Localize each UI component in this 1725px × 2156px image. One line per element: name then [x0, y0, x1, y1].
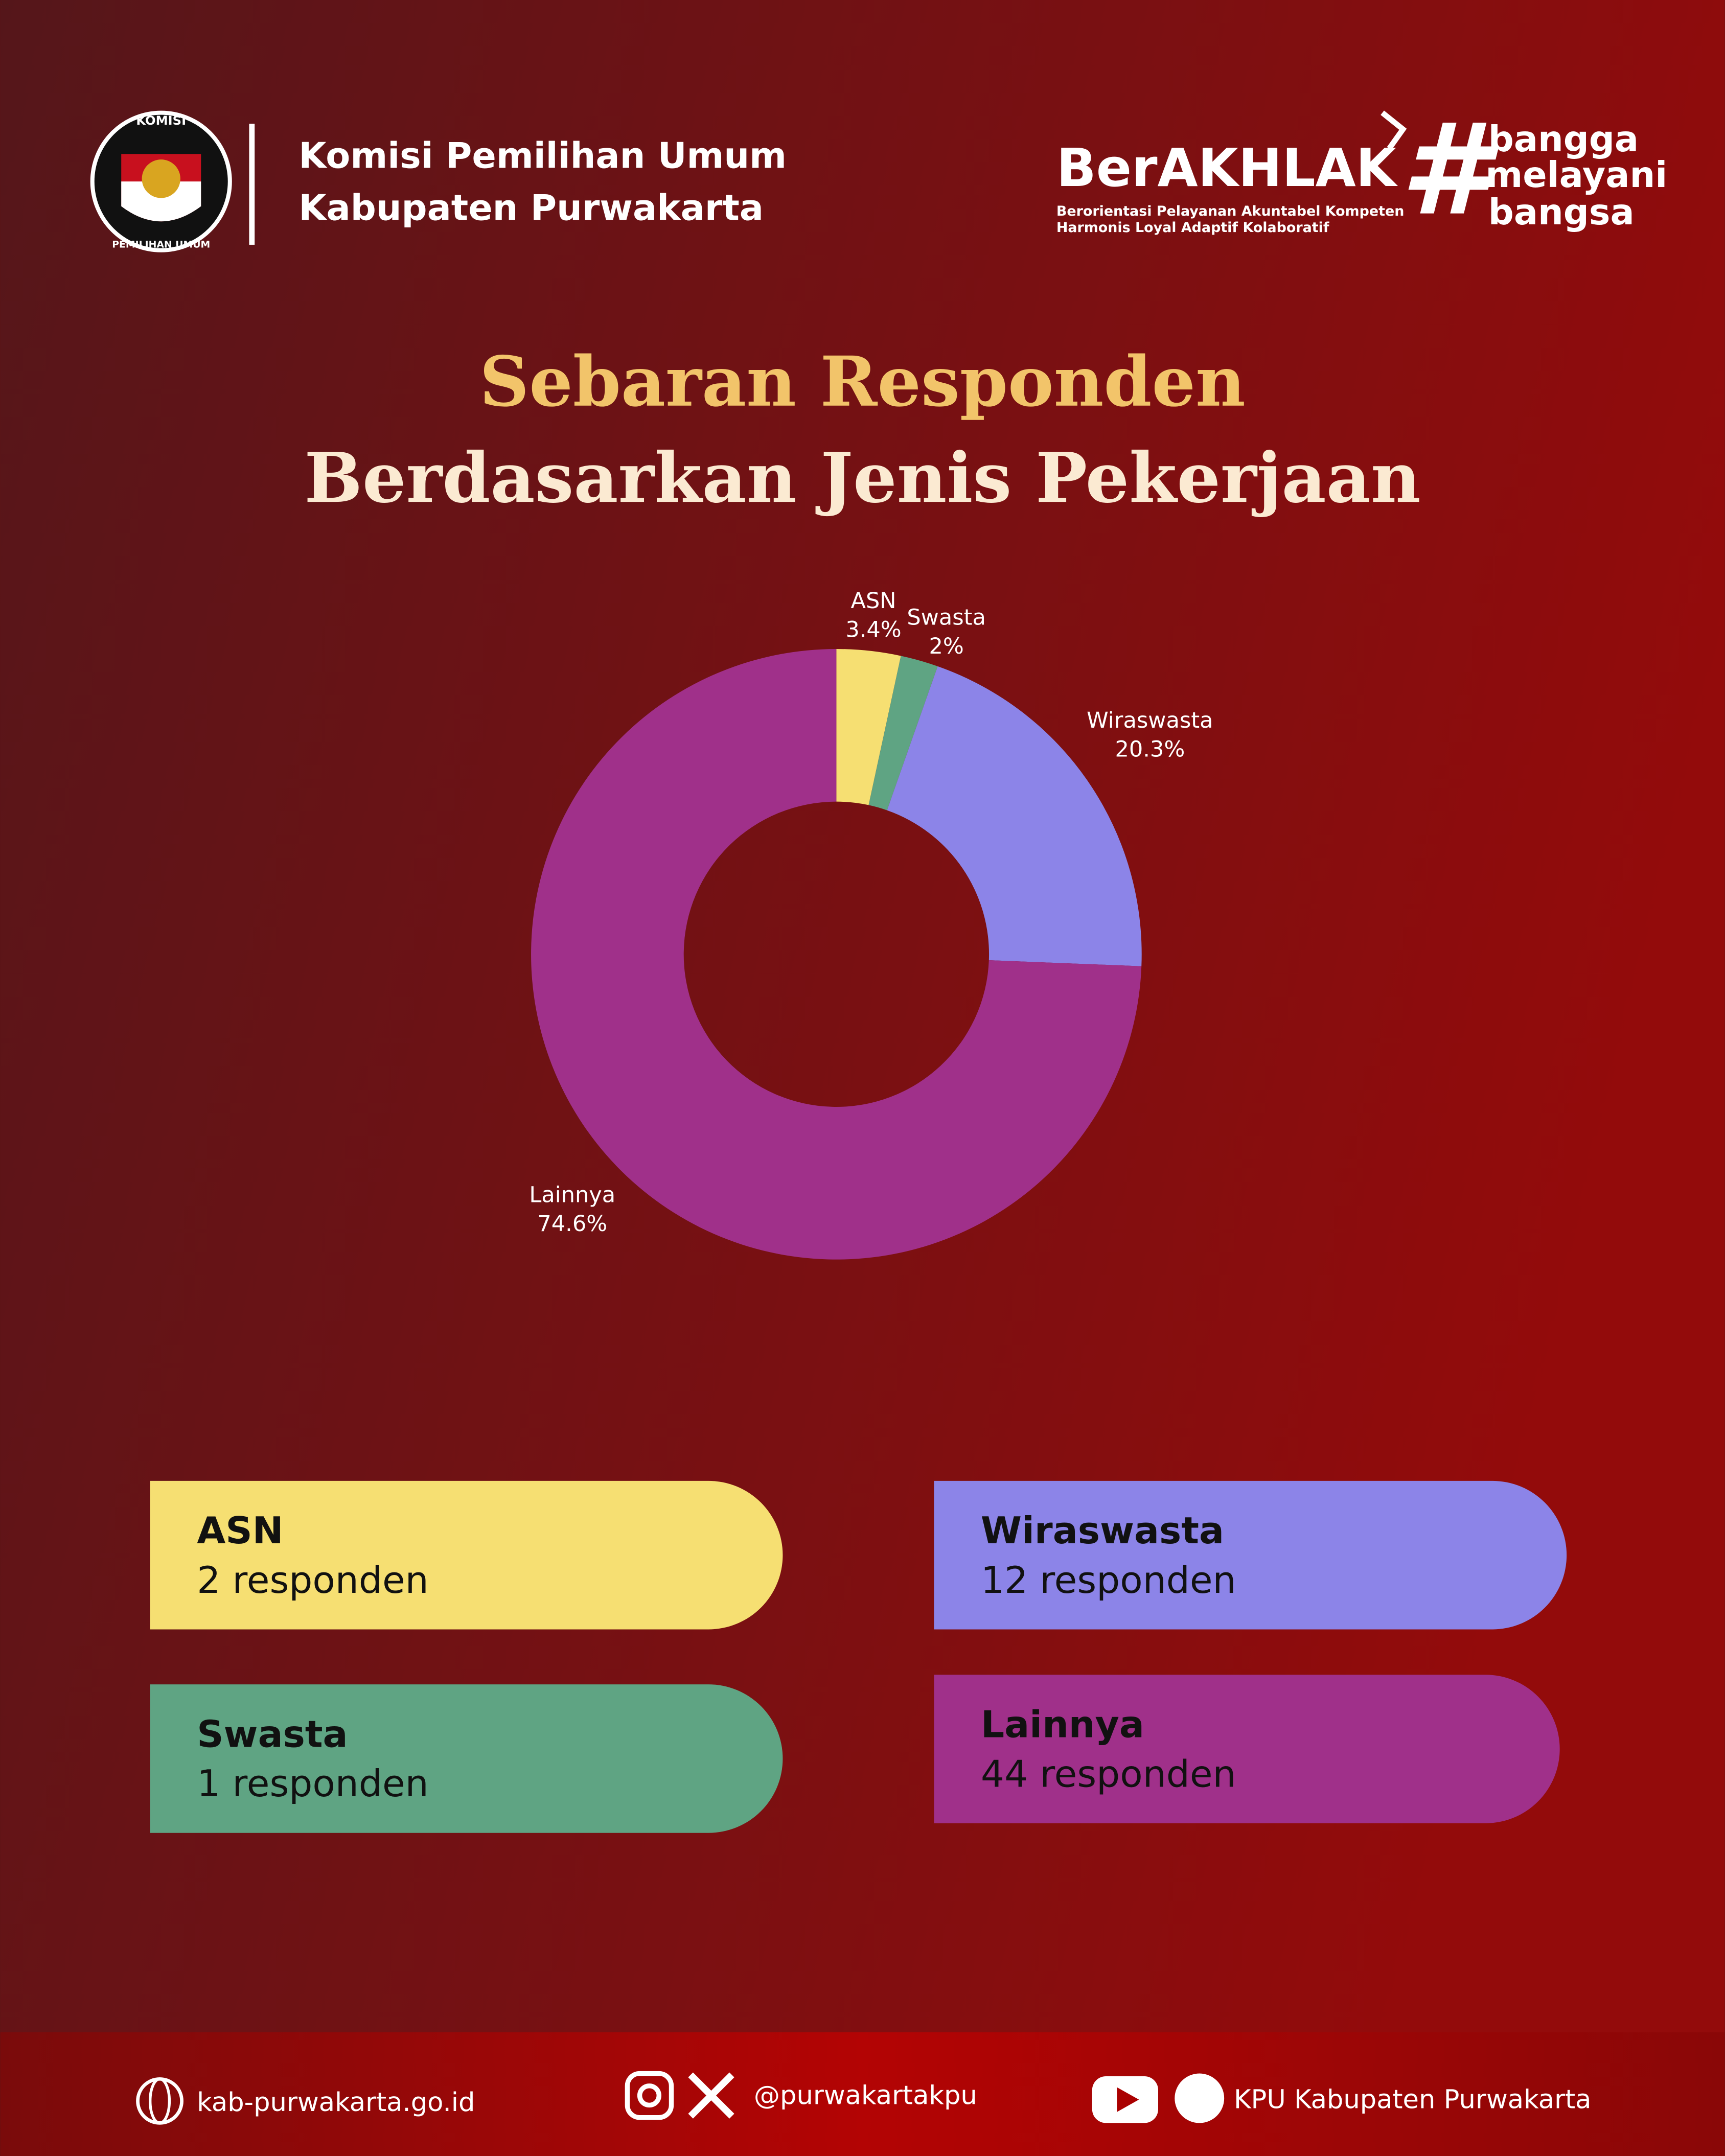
slice-label: Lainnya	[529, 1182, 615, 1208]
card-count: 2 responden	[197, 1559, 428, 1602]
slice-value: 2%	[929, 634, 963, 659]
slice-value: 3.4%	[845, 617, 901, 643]
logo	[90, 110, 232, 252]
slice-value: 20.3%	[1115, 737, 1185, 762]
chart-subtitle: Berdasarkan Jenis Pekerjaan	[304, 437, 1420, 518]
legend-card	[150, 1480, 783, 1630]
instagram-icon	[625, 2071, 674, 2120]
card-count: 12 responden	[981, 1559, 1236, 1602]
channel: KPU Kabupaten Purwakarta	[1234, 2084, 1591, 2115]
card-name: Wiraswasta	[981, 1510, 1224, 1552]
brand: BerAKHLAK	[1056, 138, 1398, 199]
brand-tagline: Berorientasi Pelayanan Akuntabel Kompete…	[1056, 203, 1404, 219]
card-name: ASN	[197, 1510, 283, 1552]
tag-line: bangsa	[1488, 192, 1635, 233]
slice-label: Wiraswasta	[1087, 708, 1213, 733]
chart-title: Sebaran Responden	[479, 341, 1246, 422]
pie-slice	[836, 649, 901, 805]
social-handle: @purwakartakpu	[754, 2080, 977, 2111]
logo-garuda	[142, 159, 180, 198]
slice-label: ASN	[851, 588, 896, 614]
tag-line: melayani	[1485, 154, 1667, 196]
tag-line: bangga	[1488, 119, 1639, 160]
slice-value: 74.6%	[537, 1211, 607, 1237]
brand-chevron	[1381, 110, 1407, 150]
instagram-icon	[637, 2083, 661, 2108]
divider	[249, 124, 255, 245]
logo-text: PEMILIHAN UMUM	[112, 239, 210, 250]
card-count: 44 responden	[981, 1753, 1236, 1796]
globe-icon	[149, 2077, 171, 2125]
legend-card	[150, 1684, 783, 1833]
hashtag: #	[1400, 97, 1500, 244]
pie-slice	[887, 666, 1142, 966]
facebook-icon	[1175, 2073, 1225, 2123]
legend-card	[934, 1675, 1560, 1823]
org-name: Komisi Pemilihan Umum	[298, 135, 787, 176]
footer-icons	[136, 2071, 1225, 2125]
x-icon	[688, 2072, 734, 2119]
logo-shield-white	[121, 181, 201, 222]
org-region: Kabupaten Purwakarta	[298, 188, 764, 229]
website: kab-purwakarta.go.id	[197, 2088, 475, 2118]
logo-text: KOMISI	[136, 113, 186, 128]
legend-card	[934, 1480, 1567, 1630]
card-name: Swasta	[197, 1713, 348, 1756]
card-count: 1 responden	[197, 1763, 428, 1805]
pie-slice	[531, 649, 1142, 1260]
youtube-play	[1117, 2087, 1139, 2112]
brand-tagline: Harmonis Loyal Adaptif Kolaboratif	[1056, 220, 1329, 236]
card-name: Lainnya	[981, 1704, 1144, 1747]
footer-band	[0, 2032, 1725, 2156]
pie-slice	[868, 656, 938, 810]
slice-label: Swasta	[907, 605, 986, 630]
